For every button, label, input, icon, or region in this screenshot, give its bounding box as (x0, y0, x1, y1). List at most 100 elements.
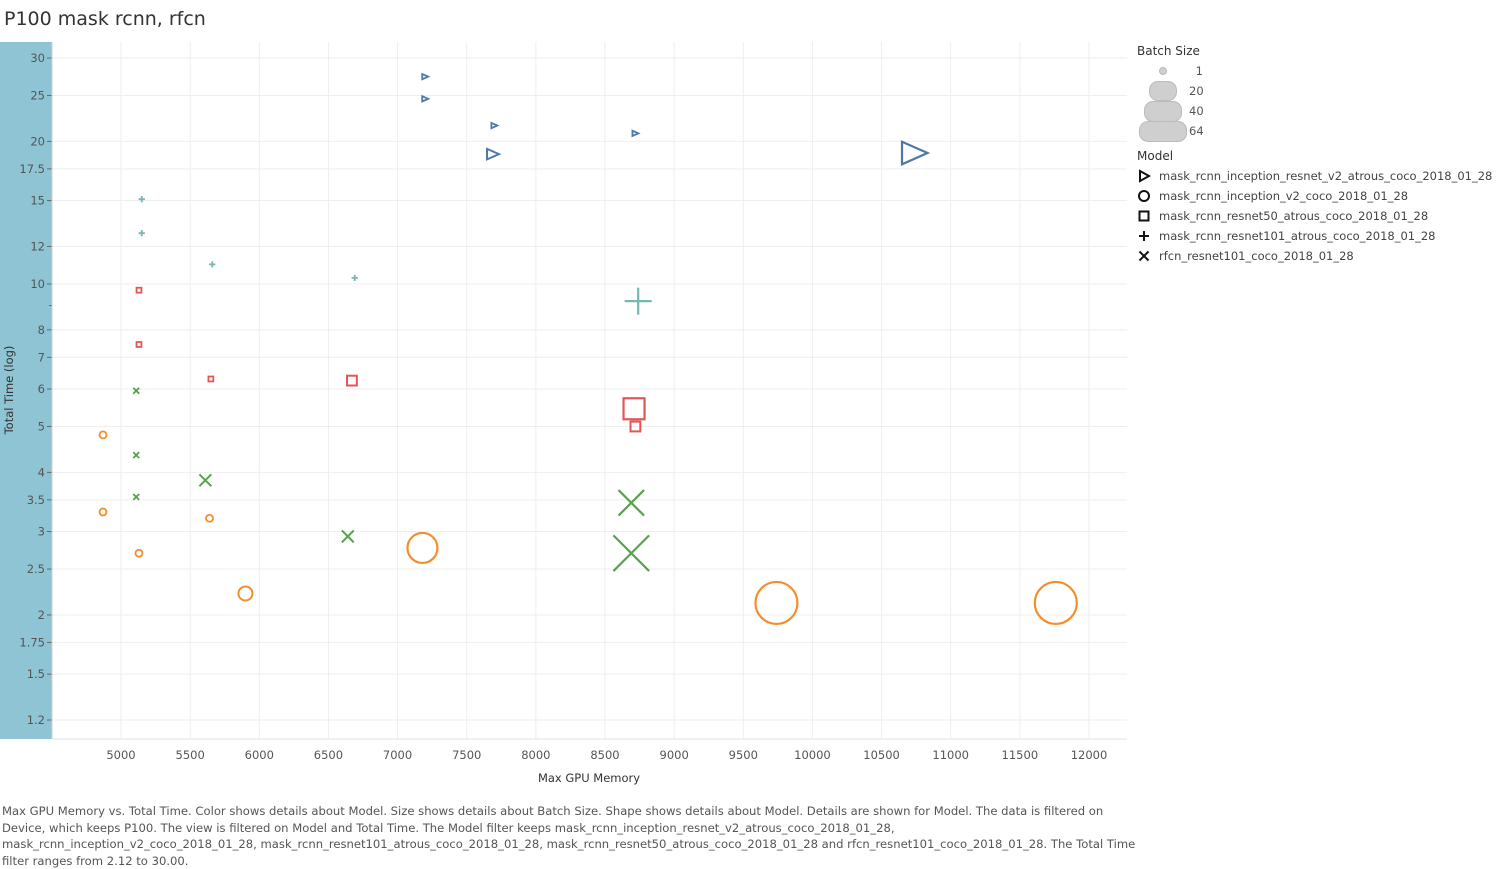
y-tick-label: 8 (38, 323, 45, 337)
size-swatch-icon (1144, 100, 1182, 122)
model-legend-label: mask_rcnn_resnet50_atrous_coco_2018_01_2… (1159, 209, 1429, 223)
chart-title: P100 mask rcnn, rfcn (4, 8, 206, 30)
model-legend-item[interactable]: rfcn_resnet101_coco_2018_01_28 (1137, 246, 1505, 266)
y-tick-label: 10 (30, 277, 45, 291)
data-point-x (198, 473, 213, 487)
triangle-icon (1139, 169, 1151, 183)
data-point-plus (138, 230, 145, 237)
x-tick-label: 5500 (176, 748, 205, 762)
y-tick-label: 2 (38, 608, 45, 622)
y-tick-label: 4 (38, 465, 45, 479)
model-legend-item[interactable]: mask_rcnn_resnet50_atrous_coco_2018_01_2… (1137, 206, 1505, 226)
circle-icon (1138, 190, 1150, 202)
model-legend-label: mask_rcnn_resnet101_atrous_coco_2018_01_… (1159, 229, 1436, 243)
x-tick-label: 12000 (1071, 748, 1108, 762)
data-point-plus (138, 196, 145, 203)
y-tick-label: 5 (38, 419, 45, 433)
size-swatch-icon (1149, 81, 1177, 101)
y-tick-label: 2.5 (27, 562, 45, 576)
y-tick-label: 1.5 (27, 667, 45, 681)
data-point-x (617, 489, 645, 517)
x-tick-label: 9000 (660, 748, 689, 762)
data-point-square (135, 341, 143, 348)
data-point-plus (351, 274, 358, 282)
data-point-circle (134, 548, 144, 558)
y-tick-label: 1.75 (19, 635, 45, 649)
x-tick-label: 6000 (245, 748, 274, 762)
size-legend-item[interactable]: 40 (1137, 100, 1505, 122)
model-legend-item[interactable]: mask_rcnn_inception_resnet_v2_atrous_coc… (1137, 166, 1505, 186)
data-point-square (135, 286, 143, 294)
data-point-triangle (486, 147, 502, 161)
data-point-circle (754, 580, 799, 626)
data-point-square (207, 375, 215, 383)
model-legend-item[interactable]: mask_rcnn_inception_v2_coco_2018_01_28 (1137, 186, 1505, 206)
size-swatch-icon (1159, 67, 1167, 75)
data-point-circle (1033, 580, 1078, 626)
scatter-chart: 5000 5500 6000 6500 7000 7500 8000 8500 9000 9500… (0, 42, 1127, 785)
y-tick-label: 12 (30, 239, 45, 253)
data-point-circle (237, 585, 254, 602)
data-point-x (132, 493, 140, 501)
square-icon (1138, 210, 1150, 222)
data-point-plus (624, 287, 652, 315)
y-tick-label: 15 (30, 194, 45, 208)
size-legend-item[interactable]: 64 (1137, 120, 1505, 142)
x-tick-label: 10000 (794, 748, 831, 762)
model-legend-item[interactable]: mask_rcnn_resnet101_atrous_coco_2018_01_… (1137, 226, 1505, 246)
y-axis-title: Total Time (log) (2, 346, 16, 436)
x-tick-label: 11000 (932, 748, 969, 762)
data-point-triangle (631, 129, 641, 138)
x-tick-label: 8000 (521, 748, 550, 762)
legend: Batch Size 1 20 40 64 Model mask_rcnn_in… (1137, 44, 1505, 266)
size-legend-label: 40 (1189, 104, 1204, 118)
size-swatch-icon (1139, 120, 1187, 142)
x-tick-label: 8500 (590, 748, 619, 762)
x-tick-label: 10500 (863, 748, 900, 762)
data-point-triangle (421, 94, 431, 103)
y-tick-label: 3 (38, 525, 45, 539)
model-legend-label: mask_rcnn_inception_v2_coco_2018_01_28 (1159, 189, 1409, 203)
size-legend-item[interactable]: 20 (1137, 81, 1505, 101)
y-tick-label: 6 (38, 382, 45, 396)
y-tick-label: 17.5 (19, 162, 45, 176)
x-tick-label: 7500 (452, 748, 481, 762)
x-tick-label: 6500 (314, 748, 343, 762)
model-legend-label: mask_rcnn_inception_resnet_v2_atrous_coc… (1159, 169, 1493, 183)
data-point-circle (406, 531, 439, 565)
size-legend-label: 1 (1195, 64, 1203, 78)
y-tick-label: 25 (30, 88, 45, 102)
size-legend-label: 64 (1189, 124, 1204, 138)
y-axis-band (0, 42, 52, 739)
plus-icon (1139, 231, 1149, 241)
y-tick-label: 3.5 (27, 493, 45, 507)
size-legend-item[interactable]: 1 (1137, 61, 1505, 81)
model-legend-title: Model (1137, 149, 1174, 163)
data-point-x (132, 451, 140, 459)
x-tick-label: 7000 (383, 748, 412, 762)
y-tick-label: 20 (30, 134, 45, 148)
chart-caption: Max GPU Memory vs. Total Time. Color sho… (2, 804, 1136, 868)
data-point-plus (209, 261, 216, 268)
data-point-triangle (490, 121, 500, 130)
data-point-x (132, 387, 140, 395)
y-tick-label: 7 (38, 350, 45, 364)
data-point-circle (205, 513, 214, 523)
data-point-triangle (900, 140, 931, 166)
x-tick-label: 11500 (1002, 748, 1039, 762)
data-point-circle (98, 430, 108, 440)
data-point-square (346, 374, 358, 387)
y-tick-label: 30 (30, 51, 45, 65)
data-point-square (629, 420, 642, 433)
x-tick-label: 9500 (729, 748, 758, 762)
model-legend-label: rfcn_resnet101_coco_2018_01_28 (1159, 249, 1354, 263)
x-icon (1138, 250, 1150, 262)
x-axis-title: Max GPU Memory (538, 771, 640, 785)
y-tick-label: 1.2 (27, 713, 45, 727)
data-point-x (612, 534, 650, 572)
size-legend-label: 20 (1189, 84, 1204, 98)
data-point-square (622, 397, 646, 421)
data-point-triangle (421, 72, 431, 81)
size-legend-title: Batch Size (1137, 44, 1200, 58)
data-point-x (341, 529, 355, 544)
